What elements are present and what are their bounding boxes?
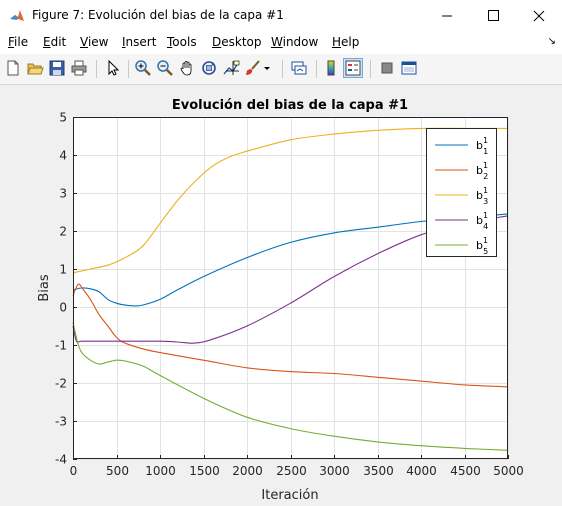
pan-icon[interactable] [178, 59, 196, 77]
y-tick-label: -3 [55, 415, 67, 429]
legend-entry-name: b [476, 214, 483, 227]
menu-window[interactable]: Window [271, 35, 319, 49]
window-title: Figure 7: Evolución del bias de la capa … [32, 8, 284, 22]
legend-entry-superscript: 1 [483, 161, 488, 170]
y-tick-label: -1 [55, 339, 67, 353]
x-tick-label: 3500 [363, 464, 394, 478]
figure-toolbar [0, 54, 562, 85]
y-tick-label: 3 [59, 187, 67, 201]
rotate-3d-icon[interactable] [200, 59, 218, 77]
matlab-logo-icon [10, 10, 24, 21]
dock-arrow-icon[interactable]: ↘ [547, 36, 556, 47]
y-tick-label: -4 [55, 453, 67, 467]
x-tick-label: 4500 [450, 464, 481, 478]
menu-insert[interactable]: Insert [122, 35, 157, 49]
legend-entry-subscript: 4 [483, 222, 488, 231]
chart-title: Evolución del bias de la capa #1 [172, 98, 408, 113]
y-tick-label: 4 [59, 149, 67, 163]
legend-entry: b1 4 [476, 211, 488, 231]
toolbar-separator [282, 60, 283, 78]
y-tick-label: -2 [55, 377, 67, 391]
y-tick-label: 2 [59, 225, 67, 239]
legend-entry-subscript: 5 [483, 247, 488, 256]
y-tick-label: 0 [59, 301, 67, 315]
x-tick-label: 2500 [276, 464, 307, 478]
legend-entry-name: b [476, 164, 483, 177]
axes-box [73, 117, 508, 459]
link-plot-icon[interactable] [290, 59, 308, 77]
x-tick-label: 2000 [232, 464, 263, 478]
legend-entry-superscript: 1 [483, 136, 488, 145]
colorbar-icon[interactable] [322, 59, 340, 77]
menu-file[interactable]: File [8, 35, 29, 49]
new-figure-icon[interactable] [4, 59, 22, 77]
menu-help[interactable]: Help [332, 35, 360, 49]
close-icon[interactable] [516, 0, 562, 32]
maximize-icon[interactable] [470, 0, 516, 32]
legend-icon[interactable] [343, 58, 363, 78]
legend-entry-superscript: 1 [483, 211, 488, 220]
menu-edit[interactable]: Edit [43, 35, 67, 49]
menu-desktop[interactable]: Desktop [212, 35, 262, 49]
x-tick-label: 0 [70, 464, 78, 478]
menu-tools[interactable]: Tools [167, 35, 197, 49]
toolbar-separator [370, 60, 371, 78]
zoom-in-icon[interactable] [134, 59, 152, 77]
series-line-b3 [72, 127, 508, 274]
show-plot-tools-icon[interactable] [400, 59, 418, 77]
legend-entry-name: b [476, 139, 483, 152]
legend-entry: b1 1 [476, 136, 488, 156]
series-line-b1 [72, 213, 509, 307]
toolbar-separator [316, 60, 317, 78]
pointer-icon[interactable] [104, 59, 122, 77]
y-axis-label: Bias [37, 274, 52, 301]
title-bar: Figure 7: Evolución del bias de la capa … [0, 0, 562, 32]
legend-entry-superscript: 1 [483, 186, 488, 195]
series-line-b4 [72, 215, 509, 344]
x-tick-label: 3000 [319, 464, 350, 478]
data-cursor-icon[interactable] [222, 59, 240, 77]
print-icon[interactable] [70, 59, 88, 77]
chart: Evolución del bias de la capa #1 0 500 100… [37, 98, 524, 503]
brush-icon[interactable] [244, 59, 262, 77]
legend-entry-name: b [476, 239, 483, 252]
legend-entry-superscript: 1 [483, 236, 488, 245]
legend-entry: b1 5 [476, 236, 488, 256]
x-tick-label: 5000 [493, 464, 524, 478]
y-tick-label: 1 [59, 263, 67, 277]
legend-entry: b1 2 [476, 161, 488, 181]
toolbar-separator [96, 60, 97, 78]
legend-entry-subscript: 1 [483, 147, 488, 156]
zoom-out-icon[interactable] [156, 59, 174, 77]
x-tick-label: 500 [106, 464, 129, 478]
y-tick-label: 5 [59, 111, 67, 125]
minimize-icon[interactable] [424, 0, 470, 32]
menu-view[interactable]: View [80, 35, 109, 49]
menu-bar: File Edit View Insert Tools Desktop Wind… [0, 32, 562, 54]
legend-entry-name: b [476, 189, 483, 202]
open-file-icon[interactable] [26, 59, 44, 77]
x-tick-label: 1500 [189, 464, 220, 478]
x-tick-label: 4000 [406, 464, 437, 478]
save-icon[interactable] [48, 59, 66, 77]
legend-entry-subscript: 3 [483, 197, 488, 206]
x-tick-label: 1000 [145, 464, 176, 478]
x-axis-label: Iteración [261, 488, 318, 503]
brush-dropdown-icon[interactable] [262, 59, 272, 77]
series-line-b5 [72, 322, 509, 451]
hide-plot-tools-icon[interactable] [378, 59, 396, 77]
legend-box[interactable] [426, 128, 497, 257]
legend-entry: b1 3 [476, 186, 488, 206]
legend-entry-subscript: 2 [483, 172, 488, 181]
toolbar-separator [128, 60, 129, 78]
series-line-b2 [72, 283, 509, 388]
